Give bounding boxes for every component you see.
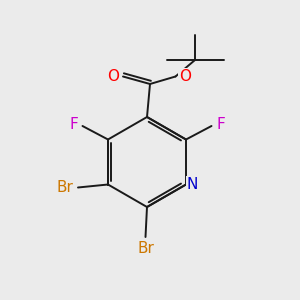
Text: O: O	[179, 69, 191, 84]
Text: F: F	[216, 117, 225, 132]
Text: O: O	[107, 69, 119, 84]
Text: F: F	[69, 117, 78, 132]
Text: N: N	[187, 177, 198, 192]
Text: Br: Br	[57, 180, 74, 195]
Text: Br: Br	[137, 241, 154, 256]
